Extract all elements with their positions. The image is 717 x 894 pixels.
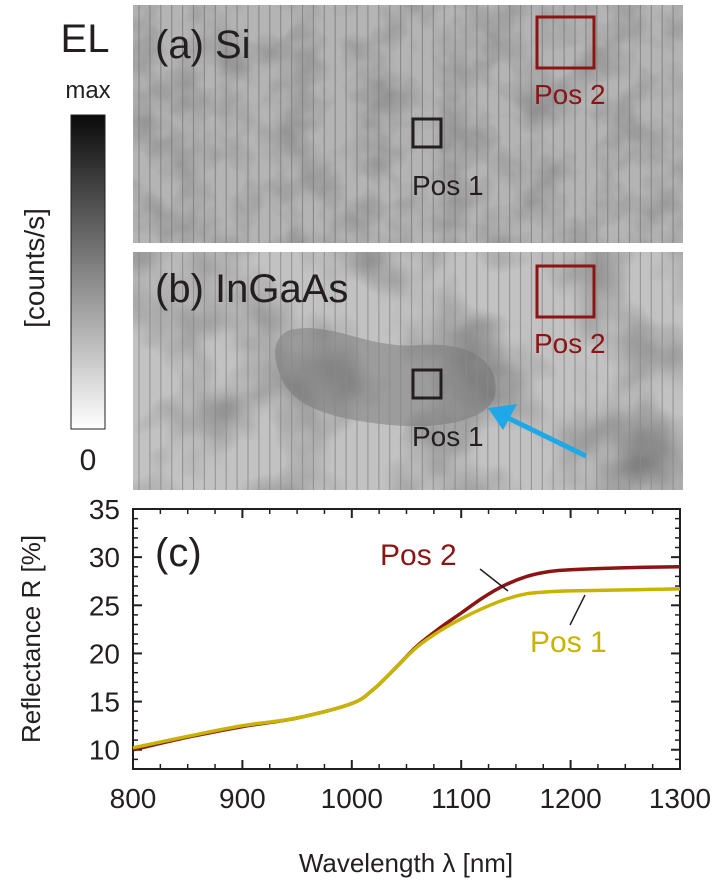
colorbar-unit-label: [counts/s] <box>19 208 50 328</box>
pos2-label-ingaas: Pos 2 <box>534 328 606 359</box>
pos1-leader-line <box>569 594 586 626</box>
y-tick-labels: 10 15 20 25 30 35 <box>89 494 120 766</box>
pos2-box-ingaas <box>535 264 596 319</box>
y-tick-label: 35 <box>89 494 120 525</box>
arrow-annotation <box>488 404 588 459</box>
colorbar-title: EL <box>61 17 110 61</box>
grid-fingers-ingaas <box>138 252 674 490</box>
y-axis-label: Reflectance R [%] <box>16 535 46 743</box>
x-tick-label: 1100 <box>431 783 491 814</box>
y-tick-label: 25 <box>89 590 120 621</box>
plot-frame <box>132 508 681 770</box>
panel-a-label: (a) Si <box>155 23 251 67</box>
legend-pos1: Pos 1 <box>530 626 607 659</box>
colorbar-min-label: 0 <box>80 444 97 477</box>
x-tick-label: 1200 <box>539 783 601 814</box>
pos2-box-si <box>535 15 596 70</box>
colorbar-max-label: max <box>65 77 110 104</box>
x-tick-labels: 800 900 1000 1100 1200 1300 <box>110 783 712 814</box>
pos1-label-ingaas: Pos 1 <box>412 421 484 452</box>
pos2-leader-line <box>479 568 509 592</box>
el-image-ingaas <box>133 252 683 490</box>
x-tick-label: 900 <box>219 783 266 814</box>
y-tick-label: 15 <box>89 687 120 718</box>
series-line-pos1 <box>132 587 681 750</box>
pos1-box-ingaas <box>411 368 443 400</box>
x-tick-label: 1000 <box>321 783 383 814</box>
x-tick-label: 800 <box>110 783 157 814</box>
pos1-label-si: Pos 1 <box>412 170 484 201</box>
y-tick-label: 20 <box>89 638 120 669</box>
legend-pos2: Pos 2 <box>380 539 457 572</box>
y-tick-label: 30 <box>89 542 120 573</box>
panel-c-label: (c) <box>155 531 202 575</box>
y-tick-label: 10 <box>89 735 120 766</box>
axis-ticks <box>132 508 681 769</box>
panel-b-label: (b) InGaAs <box>155 267 348 311</box>
series-lines <box>132 565 681 752</box>
pos1-box-si <box>411 117 443 149</box>
x-tick-label: 1300 <box>649 783 711 814</box>
x-axis-label: Wavelength λ [nm] <box>299 848 513 878</box>
pos2-label-si: Pos 2 <box>534 79 606 110</box>
el-image-si <box>133 5 683 243</box>
dark-region <box>275 327 496 427</box>
colorbar <box>70 114 106 430</box>
grid-fingers-si <box>138 5 674 243</box>
